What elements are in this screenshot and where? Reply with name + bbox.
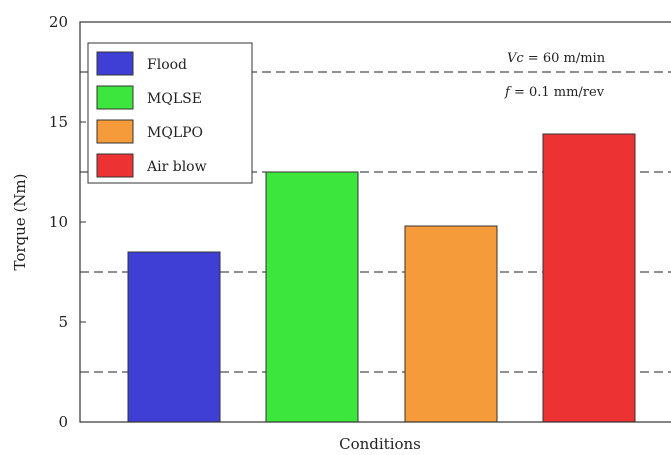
bar-mqlpo xyxy=(404,225,498,423)
legend-swatch xyxy=(96,85,134,110)
legend-label: MQLSE xyxy=(147,91,202,107)
y-tick-label: 5 xyxy=(58,313,68,331)
bars xyxy=(127,133,636,423)
legend-swatch xyxy=(96,51,134,76)
legend-swatch xyxy=(96,153,134,178)
bar-air-blow xyxy=(542,133,636,423)
y-tick-label: 20 xyxy=(49,13,68,31)
legend-label: Air blow xyxy=(146,159,207,175)
y-tick-label: 10 xyxy=(49,213,68,231)
x-axis-label: Conditions xyxy=(339,435,421,453)
legend: Flood MQLSE MQLPO Air blow xyxy=(87,42,253,184)
legend-label: Flood xyxy=(147,57,187,73)
bar-mqlse xyxy=(265,171,359,423)
legend-items: Flood MQLSE MQLPO Air blow xyxy=(96,51,207,178)
y-axis-label: Torque (Nm) xyxy=(11,173,29,270)
annotation-cutting-speed: Vc = 60 m/min xyxy=(507,51,606,66)
y-axis-ticks: 0 5 10 15 20 xyxy=(49,13,86,431)
legend-swatch xyxy=(96,119,134,144)
y-tick-label: 0 xyxy=(58,413,68,431)
annotation-feed-rate: f = 0.1 mm/rev xyxy=(504,85,605,100)
legend-label: MQLPO xyxy=(147,125,203,141)
cutting-conditions-annotation: Vc = 60 m/min f = 0.1 mm/rev xyxy=(504,51,606,100)
y-tick-label: 15 xyxy=(49,113,68,131)
bar-flood xyxy=(127,251,221,423)
